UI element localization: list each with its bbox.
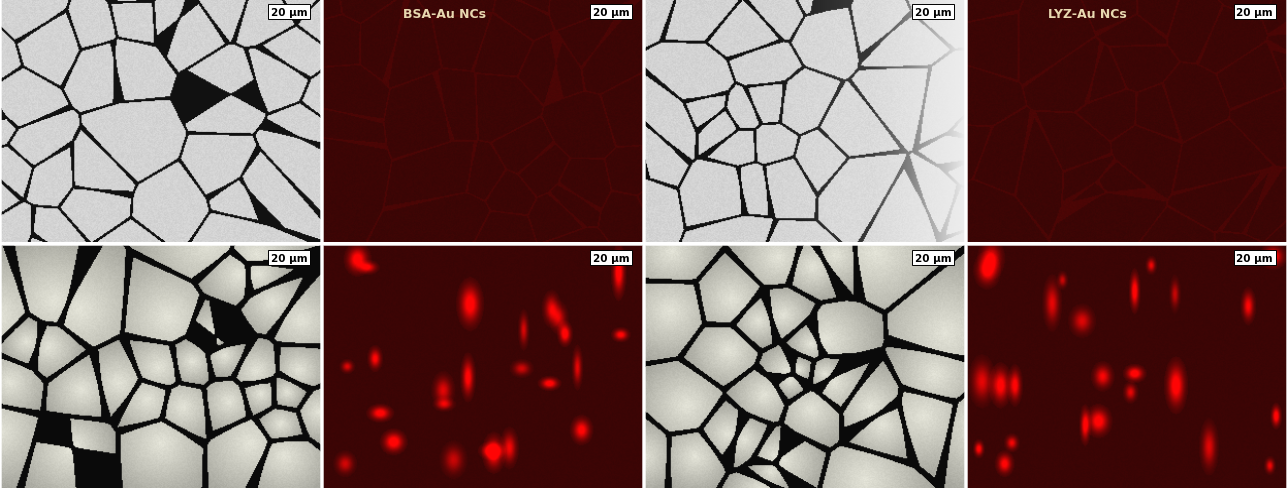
Text: 20 μm: 20 μm [915, 8, 951, 18]
Text: 20 μm: 20 μm [1237, 253, 1273, 263]
Text: BSA-Au NCs: BSA-Au NCs [403, 8, 485, 20]
Text: 20 μm: 20 μm [272, 253, 308, 263]
Text: 20 μm: 20 μm [593, 253, 629, 263]
Text: 20 μm: 20 μm [272, 8, 308, 18]
Text: 20 μm: 20 μm [915, 253, 951, 263]
Text: 20 μm: 20 μm [1237, 8, 1273, 18]
Text: 20 μm: 20 μm [593, 8, 629, 18]
Text: LYZ-Au NCs: LYZ-Au NCs [1049, 8, 1127, 20]
